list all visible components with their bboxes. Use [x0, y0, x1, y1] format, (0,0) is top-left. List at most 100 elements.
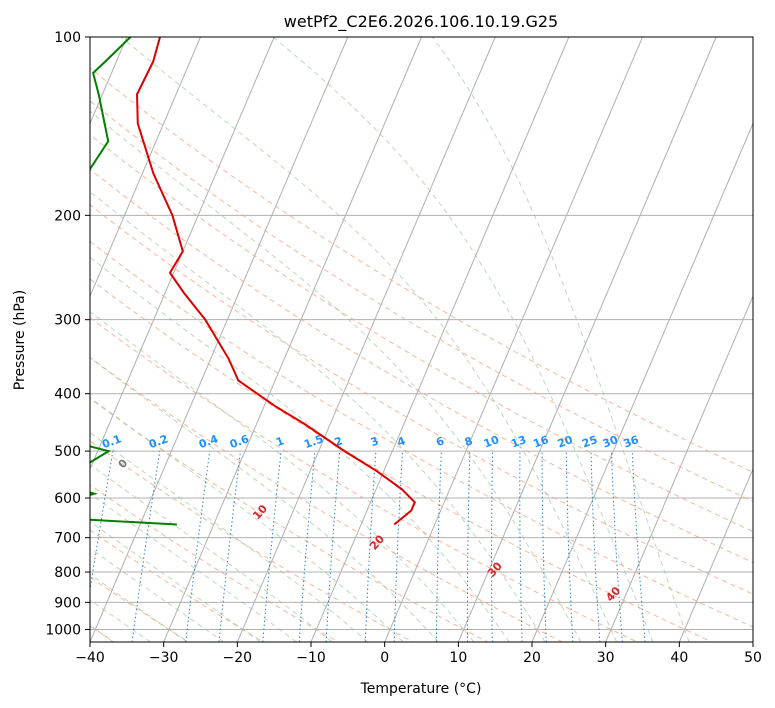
dry-adiabat: [90, 67, 753, 473]
dry-adiabat: [90, 100, 753, 503]
isotherm-line: [90, 37, 275, 471]
moist-adiabat: [90, 431, 369, 642]
isotherm-line: [457, 37, 717, 642]
dry-adiabat: [90, 204, 753, 595]
dry-adiabat: [90, 278, 712, 642]
moist-adiabat: [90, 520, 261, 642]
moist-adiabat: [90, 310, 475, 642]
x-tick-label: 40: [670, 650, 688, 666]
y-tick-label: 200: [54, 208, 81, 224]
moist-adiabat: [90, 191, 546, 642]
mixing-ratio-label: 13: [509, 433, 528, 450]
isotherm-line: [163, 37, 422, 642]
chart-title: wetPf2_C2E6.2026.106.10.19.G25: [284, 12, 558, 32]
y-tick-label: 1000: [45, 622, 81, 638]
mixing-ratio-line: [565, 451, 574, 642]
dry-adiabat: [90, 484, 339, 642]
moist-adiabat: [90, 357, 439, 642]
isotherm-line: [531, 122, 753, 642]
x-tick-label: 50: [744, 650, 762, 666]
dry-adiabat: [90, 529, 264, 642]
dry-adiabat: [90, 397, 488, 642]
y-tick-label: 100: [54, 30, 81, 46]
y-tick-label: 300: [54, 313, 81, 329]
mixing-ratio-line: [631, 451, 646, 642]
mixing-ratio-line: [90, 451, 114, 593]
mixing-ratio-label: 0.1: [100, 432, 123, 451]
dry-adiabat: [90, 240, 753, 628]
mixing-ratio-line: [262, 451, 282, 642]
dry-adiabat: [90, 356, 563, 642]
mixing-ratio-label: 8: [463, 434, 475, 449]
mixing-ratio-line: [298, 451, 316, 642]
y-tick-label: 800: [54, 565, 81, 581]
isotherm-line: [90, 37, 201, 298]
temperature-profile: [135, 37, 416, 526]
axes: −40 −30 −20 −10 0 10 20 30 40 5010009008007006005…: [45, 30, 762, 666]
x-tick-label: 20: [523, 650, 541, 666]
mixing-ratio-line: [185, 451, 211, 642]
mixing-ratio-line: [393, 451, 403, 642]
mixing-ratio-label: 10: [482, 433, 501, 451]
x-tick-label: 0: [380, 650, 389, 666]
x-tick-label: −20: [223, 650, 253, 666]
dry-adiabat: [90, 134, 753, 533]
y-tick-label: 900: [54, 595, 81, 611]
moist-adiabat: [90, 493, 297, 642]
dry-adiabat-label: 10: [250, 502, 270, 522]
mixing-ratio-line: [466, 451, 471, 642]
moist-adiabat: [90, 110, 582, 642]
isotherm-line: [90, 37, 349, 642]
mixing-ratio-line: [218, 451, 241, 642]
moist-adiabat: [90, 463, 333, 642]
mixing-ratio-label: 0.4: [197, 432, 220, 451]
y-tick-label: 700: [54, 531, 81, 547]
y-tick-label: 400: [54, 387, 81, 403]
dry-adiabat: [90, 576, 190, 642]
y-axis-label: Pressure (hPa): [12, 290, 28, 390]
isotherm-line: [752, 640, 753, 642]
moist-adiabat: [431, 37, 690, 642]
mixing-ratio-line: [611, 451, 623, 642]
mixing-ratio-label: 36: [622, 433, 641, 451]
x-tick-label: 30: [597, 650, 615, 666]
dry-adiabat-label: 40: [603, 584, 623, 604]
x-tick-label: 10: [449, 650, 467, 666]
isotherm-line: [678, 467, 753, 642]
mixing-ratio-label: 0.6: [228, 432, 251, 451]
mixing-ratio-line: [519, 451, 523, 642]
dry-adiabat-label: 30: [485, 559, 505, 579]
mixing-ratio-line: [435, 451, 442, 642]
plot-area: 0.10.20.40.611.52346810131620253036-100-…: [0, 37, 753, 642]
dry-adiabat: [90, 440, 414, 642]
isotherm-line: [384, 37, 643, 642]
x-axis-label: Temperature (°C): [360, 681, 482, 697]
moist-adiabat: [272, 37, 654, 642]
mixing-ratio-line: [590, 451, 601, 642]
moist-adiabat: [90, 573, 188, 642]
moist-adiabat: [90, 547, 225, 642]
mixing-ratio-label: 3: [369, 434, 381, 449]
mixing-ratio-label: 25: [580, 433, 599, 450]
dry-adiabat: [90, 317, 638, 642]
mixing-ratio-label: 6: [434, 434, 446, 449]
isotherm-line: [236, 37, 496, 642]
x-tick-label: −40: [75, 650, 105, 666]
dry-adiabat-label: 20: [367, 532, 387, 552]
dry-adiabat-label: -10: [0, 398, 2, 422]
dry-adiabat: [90, 168, 753, 564]
mixing-ratio-line: [491, 451, 494, 642]
isotherm-line: [605, 295, 753, 642]
x-tick-label: −30: [149, 650, 179, 666]
mixing-ratio-line: [131, 451, 161, 642]
mixing-ratio-label: 4: [395, 434, 407, 449]
mixing-ratio-label: 0.2: [147, 432, 170, 451]
mixing-ratio-label: 16: [531, 433, 550, 451]
mixing-ratio-label: 1: [274, 434, 286, 449]
x-tick-label: −10: [296, 650, 326, 666]
moist-adiabat: [90, 396, 404, 642]
y-tick-label: 500: [54, 444, 81, 460]
mixing-ratio-label: 30: [601, 433, 620, 451]
moist-adiabat: [120, 37, 618, 642]
